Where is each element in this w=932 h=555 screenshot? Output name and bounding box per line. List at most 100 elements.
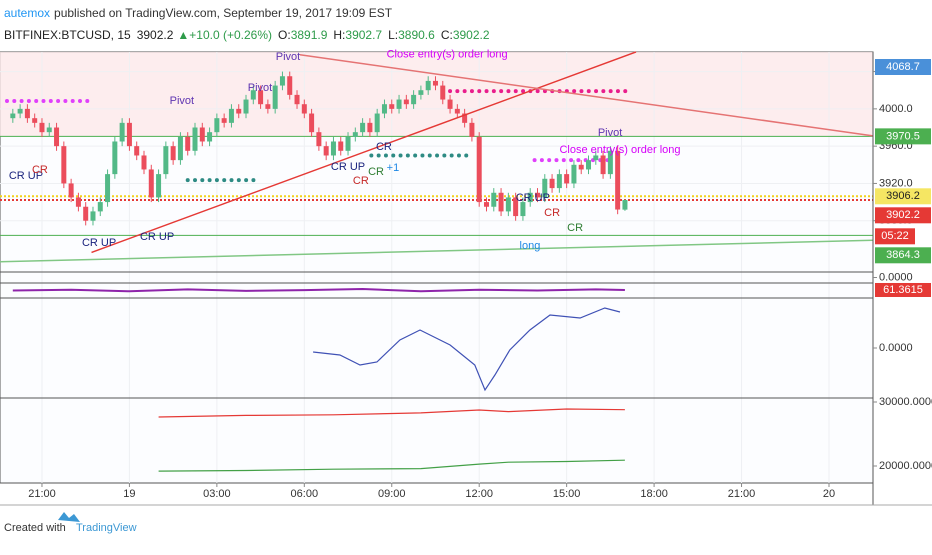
candle-body (418, 90, 424, 95)
candle-body (462, 113, 468, 123)
annotation: CR UP (140, 231, 174, 243)
change: ▲+10.0 (+0.26%) (177, 28, 272, 42)
candle-body (243, 99, 249, 114)
price-label: 3906.2 (886, 190, 920, 202)
candle-body (469, 122, 475, 137)
annotation: CR (32, 164, 48, 176)
candle-body (163, 146, 169, 175)
annotation: CR UP (331, 161, 365, 173)
x-tick-label: 03:00 (203, 488, 231, 500)
candle-body (119, 122, 125, 142)
candle-body (425, 80, 431, 91)
resistance-zone (0, 52, 873, 136)
price-label: 3864.3 (886, 249, 920, 261)
annotation: CR UP (9, 170, 43, 182)
annotation: CR UP (82, 237, 116, 249)
candle-body (615, 150, 621, 210)
candle-body (236, 108, 242, 114)
candle-body (105, 174, 111, 203)
ohlc-value: 3902.7 (345, 28, 382, 42)
candle-body (126, 122, 132, 147)
candle-body (24, 108, 30, 119)
x-tick-label: 18:00 (640, 488, 668, 500)
candle-body (32, 118, 38, 123)
y-tick-label: 30000.0000 (879, 396, 932, 408)
y-tick-label: 4000.0 (879, 103, 913, 115)
candle-body (68, 183, 74, 198)
indicator-line (158, 408, 625, 418)
created-with: Created with (4, 522, 66, 534)
candle-body (564, 174, 570, 184)
publisher[interactable]: autemox (4, 6, 50, 20)
candle-body (491, 192, 497, 207)
trendline (0, 239, 874, 263)
candle-body (287, 76, 293, 95)
candle-body (622, 200, 628, 210)
brand[interactable]: TradingView (76, 522, 137, 534)
candle-body (148, 169, 154, 198)
countdown: 05:22 (881, 230, 909, 242)
candle-body (61, 146, 67, 184)
candle-body (381, 104, 387, 114)
candle-body (46, 127, 52, 133)
ohlc-value: 3890.6 (398, 28, 435, 42)
annotation: Pivot (248, 82, 272, 94)
tradingview-logo (58, 512, 80, 522)
ohlc: O:3891.9 H:3902.7 L:3890.6 C:3902.2 (278, 28, 490, 42)
candle-body (527, 192, 533, 203)
price-label: 3902.2 (886, 209, 920, 221)
candle-body (141, 155, 147, 170)
indicator-line (158, 459, 625, 472)
x-tick-label: 09:00 (378, 488, 406, 500)
candle-body (265, 104, 271, 109)
candle-body (534, 192, 540, 198)
x-tick-label: 12:00 (465, 488, 493, 500)
x-tick-label: 21:00 (728, 488, 756, 500)
candle-body (556, 174, 562, 189)
ohlc-value: 3891.9 (291, 28, 328, 42)
annotation: +1 (387, 162, 400, 174)
candle-body (447, 99, 453, 109)
candle-body (309, 113, 315, 133)
candle-body (207, 132, 213, 142)
candle-body (600, 155, 606, 175)
candle-body (578, 164, 584, 170)
candle-body (571, 164, 577, 184)
annotation: CR (376, 141, 392, 153)
candle-body (352, 132, 358, 137)
last-price: 3902.2 (137, 28, 174, 42)
candle-body (97, 202, 103, 212)
candle-body (54, 127, 60, 147)
annotation: CR (567, 222, 583, 234)
ohlc-value: 3902.2 (453, 28, 490, 42)
ohlc-key: C: (441, 28, 453, 42)
trendline (299, 54, 874, 137)
ohlc-key: O: (278, 28, 291, 42)
price-label-box (875, 188, 931, 205)
candle-body (403, 99, 409, 105)
ohlc-key: L: (388, 28, 398, 42)
candle-body (75, 197, 81, 207)
candle-body (360, 122, 366, 133)
symbol-line: BITFINEX:BTCUSD, 15 3902.2 ▲+10.0 (+0.26%)… (4, 28, 490, 42)
candle-body (39, 122, 45, 133)
candle-body (228, 108, 234, 123)
candle-body (199, 127, 205, 142)
x-tick-label: 15:00 (553, 488, 581, 500)
candle-body (17, 108, 23, 114)
candle-body (593, 155, 599, 161)
price-label: 3970.5 (886, 130, 920, 142)
annotation: Pivot (598, 127, 622, 139)
published: published on TradingView.com, September … (54, 6, 393, 20)
candle-body (505, 197, 511, 212)
ohlc-key: H: (333, 28, 345, 42)
candle-body (513, 197, 519, 217)
annotation: CR UP (516, 192, 550, 204)
grid (0, 52, 873, 483)
candle-body (177, 136, 183, 161)
header-line: autemox published on TradingView.com, Sep… (4, 6, 393, 20)
candle-body (83, 206, 89, 221)
candle-body (396, 99, 402, 109)
candle-body (134, 146, 140, 156)
